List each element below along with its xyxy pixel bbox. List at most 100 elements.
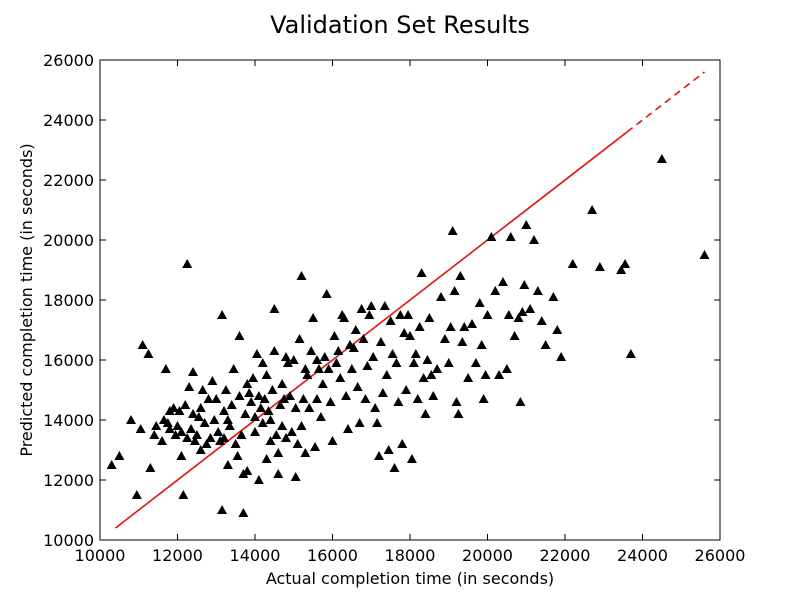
data-point [377, 388, 388, 397]
data-point [217, 310, 228, 319]
data-point [656, 154, 667, 163]
data-point [203, 394, 214, 403]
data-point [410, 349, 421, 358]
data-point [182, 433, 193, 442]
data-point [222, 460, 233, 469]
data-point [395, 310, 406, 319]
data-point [259, 394, 270, 403]
data-point [498, 277, 508, 286]
data-point [447, 226, 458, 235]
data-point [294, 334, 305, 343]
data-point [296, 421, 307, 430]
x-axis-ticks: 10000 12000 14000 16000 18000 20000 22000 24000… [75, 60, 745, 565]
data-point [265, 415, 276, 424]
data-point [219, 406, 229, 415]
x-tick-label: 18000 [385, 546, 436, 565]
data-point [176, 427, 187, 436]
data-point [201, 439, 212, 448]
data-point [387, 349, 398, 358]
data-point [420, 409, 431, 418]
data-point [261, 454, 272, 463]
data-point [255, 403, 266, 412]
data-point [151, 421, 162, 430]
data-point [288, 355, 299, 364]
data-point [352, 382, 363, 391]
data-point [370, 403, 381, 412]
data-point [521, 220, 532, 229]
data-point [372, 418, 383, 427]
data-point [548, 292, 559, 301]
data-point [211, 394, 222, 403]
data-point [366, 301, 377, 310]
data-point [463, 373, 474, 382]
data-point [207, 376, 218, 385]
data-point [325, 397, 336, 406]
data-point [625, 349, 636, 358]
data-point [525, 304, 536, 313]
data-point [556, 352, 567, 361]
data-point [389, 463, 400, 472]
data-point [339, 313, 350, 322]
data-point [428, 391, 439, 400]
data-point [529, 235, 539, 244]
data-point [168, 403, 179, 412]
data-point [234, 331, 245, 340]
data-point [335, 373, 346, 382]
data-point [422, 355, 433, 364]
data-point [341, 391, 352, 400]
data-point [205, 433, 216, 442]
data-point [381, 370, 392, 379]
data-point [275, 400, 286, 409]
y-tick-label: 26000 [43, 51, 94, 70]
data-point [170, 430, 181, 439]
y-axis-ticks: 10000 12000 14000 16000 18000 20000 22000 24000… [43, 51, 720, 550]
data-point [273, 448, 284, 457]
y-tick-label: 22000 [43, 171, 94, 190]
x-tick-label: 14000 [230, 546, 281, 565]
data-point [501, 364, 512, 373]
data-point [195, 403, 206, 412]
fit-line-solid [115, 131, 628, 529]
y-tick-label: 14000 [43, 411, 94, 430]
fit-line-dashed [626, 71, 705, 133]
data-point [238, 508, 249, 517]
data-point [470, 358, 481, 367]
data-point [302, 370, 313, 379]
data-point [348, 343, 359, 352]
data-point [277, 421, 288, 430]
data-point [308, 313, 319, 322]
data-point [240, 409, 251, 418]
data-point [174, 406, 185, 415]
data-point [197, 385, 208, 394]
data-point [286, 427, 297, 436]
data-point [149, 430, 160, 439]
y-tick-label: 24000 [43, 111, 94, 130]
data-point [418, 373, 429, 382]
data-point [242, 466, 253, 475]
data-point [114, 451, 125, 460]
data-point [292, 439, 303, 448]
data-point [424, 313, 435, 322]
data-point [312, 355, 322, 364]
data-point [232, 451, 243, 460]
data-point [135, 424, 146, 433]
data-point [269, 304, 280, 313]
data-point [164, 424, 175, 433]
data-point [191, 430, 202, 439]
data-point [188, 367, 198, 376]
data-point [552, 325, 563, 334]
data-point [432, 364, 443, 373]
data-point [106, 460, 117, 469]
data-points [106, 154, 710, 517]
data-point [478, 394, 489, 403]
data-point [281, 433, 291, 442]
data-point [176, 451, 187, 460]
data-point [540, 340, 551, 349]
data-point [157, 436, 167, 445]
y-tick-label: 18000 [43, 291, 94, 310]
data-point [379, 301, 390, 310]
data-point [699, 250, 710, 259]
data-point [439, 334, 450, 343]
data-point [257, 418, 268, 427]
data-point [253, 475, 264, 484]
